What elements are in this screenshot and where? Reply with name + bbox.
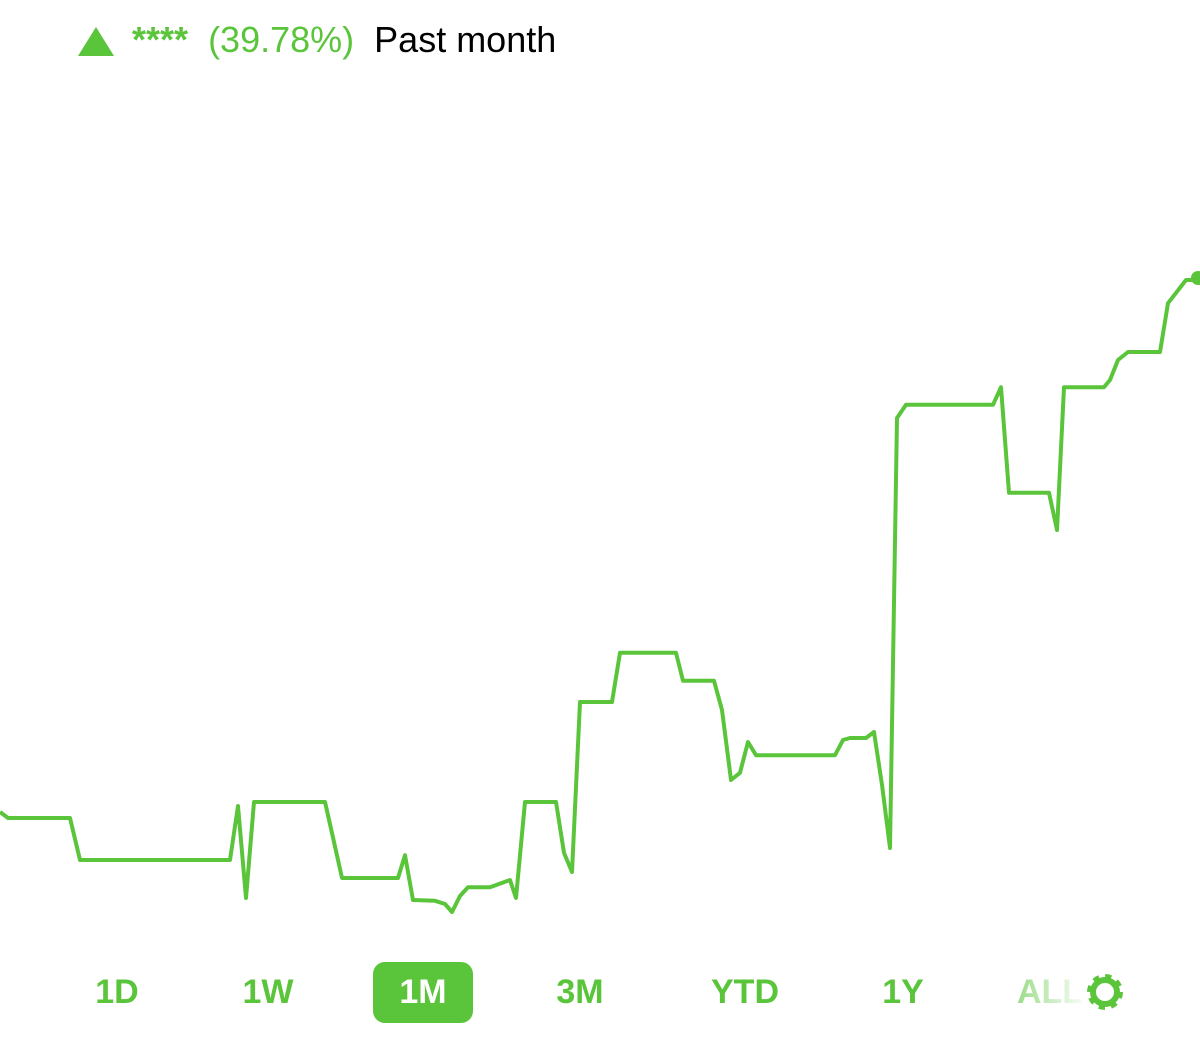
settings-gear[interactable] (1087, 974, 1123, 1010)
price-line (0, 276, 1200, 914)
range-tab[interactable]: 1M (399, 973, 446, 1011)
range-tab[interactable]: ALL (1017, 973, 1083, 1011)
change-amount: **** (132, 19, 188, 60)
range-tab[interactable]: 1W (243, 973, 295, 1011)
change-percent: (39.78%) (208, 19, 354, 60)
range-tab[interactable]: YTD (711, 973, 779, 1011)
plot (0, 271, 1200, 914)
range-tab[interactable]: 3M (556, 973, 603, 1011)
range-tab[interactable]: 1D (95, 973, 138, 1011)
range-tabs: 1D 1W 1M 3M YTD 1Y ALL (95, 962, 1083, 1023)
header-text: **** (39.78%) Past month (132, 19, 556, 60)
range-tab[interactable]: 1Y (882, 973, 924, 1011)
up-arrow (78, 27, 114, 56)
period: Past month (374, 19, 556, 60)
end-dot (1191, 271, 1200, 285)
selected-tab-bg[interactable] (373, 962, 473, 1023)
